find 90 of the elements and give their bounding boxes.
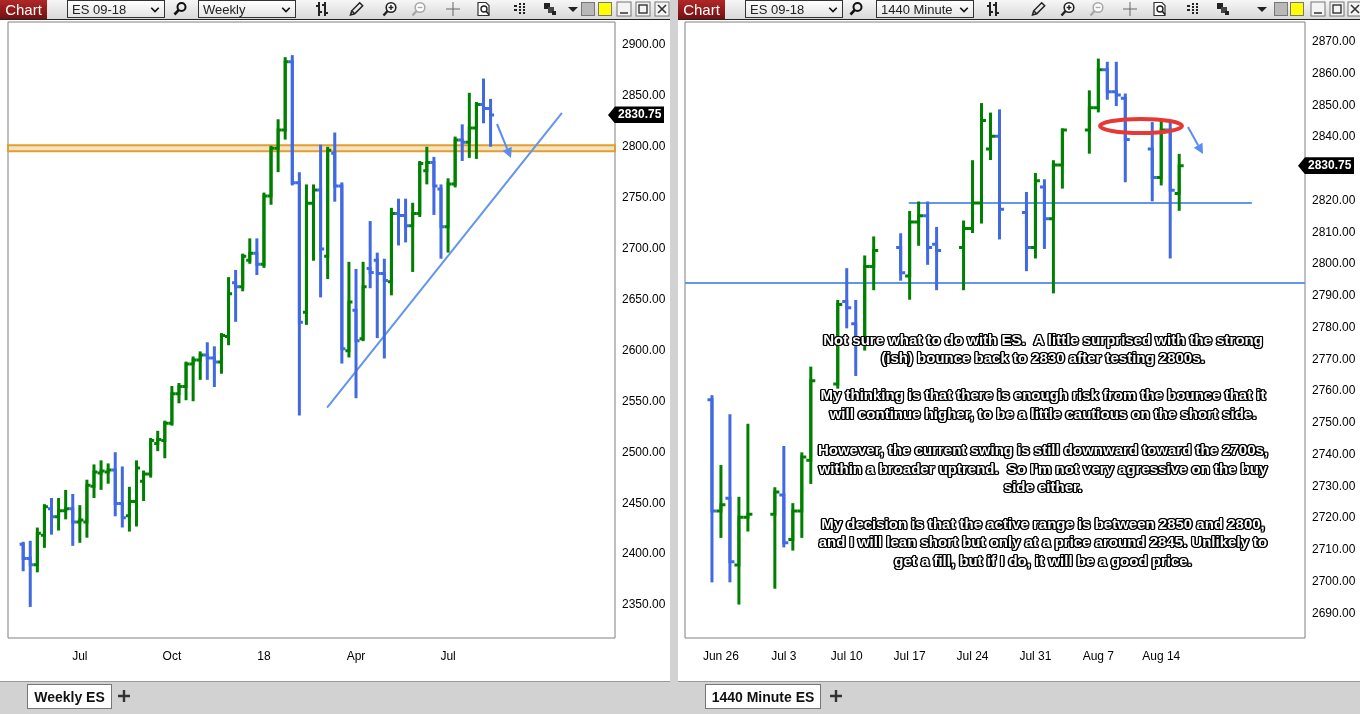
candlestick: [1164, 122, 1177, 259]
tab: 1440 Minute ES: [705, 684, 821, 709]
chart-subtitle: 1440 Minute: [881, 2, 953, 17]
y-tick-label: 2800.00: [1312, 256, 1356, 271]
candlestick: [1173, 152, 1186, 211]
y-tick-label: 2800.00: [622, 139, 666, 154]
candlestick: [768, 487, 781, 589]
chart-tab: Chart: [0, 0, 47, 19]
x-tick-label: Oct: [162, 649, 182, 663]
x-tick-label: Jul 31: [1019, 649, 1052, 663]
candlestick: [1029, 171, 1042, 259]
y-tick-label: 2790.00: [1312, 288, 1356, 303]
y-tick-label: 2870.00: [1312, 34, 1356, 49]
y-tick-label: 2720.00: [1312, 510, 1356, 525]
candlestick: [428, 155, 439, 215]
x-tick-label: Jul 10: [830, 649, 864, 663]
y-tick-label: 2450.00: [622, 495, 666, 510]
candlestick: [930, 225, 943, 292]
y-tick-label: 2650.00: [622, 291, 666, 306]
candlestick: [237, 253, 248, 292]
x-tick-label: Jun 26: [702, 649, 740, 663]
candlestick: [315, 144, 326, 298]
x-tick-label: Jul 3: [771, 649, 797, 663]
x-tick-label: 18: [257, 649, 271, 663]
y-tick-label: 2900.00: [622, 37, 666, 52]
candlestick: [1146, 122, 1159, 202]
candlestick: [714, 465, 727, 538]
tab: Weekly ES: [27, 684, 112, 709]
x-tick-label: Jul 24: [956, 649, 989, 663]
candlestick: [46, 498, 57, 535]
chart-subtitle: Weekly: [203, 2, 246, 17]
text: 2830.75: [608, 106, 665, 124]
x-tick-label: Jul: [440, 649, 456, 663]
x-tick-label: Jul: [72, 649, 88, 663]
candlestick: [322, 146, 333, 281]
x-tick-label: Aug 14: [1142, 649, 1181, 663]
candlestick: [67, 492, 78, 546]
y-tick-label: 2760.00: [1312, 383, 1356, 398]
candlestick: [365, 221, 376, 290]
candlestick: [723, 414, 736, 583]
y-tick-label: 2600.00: [622, 342, 666, 357]
candlestick: [350, 267, 362, 400]
y-tick-label: 2700.00: [1312, 573, 1356, 588]
y-tick-label: 2820.00: [1312, 192, 1356, 207]
y-tick-label: 2730.00: [1312, 478, 1356, 493]
dropdown: ES 09-18: [745, 0, 843, 18]
y-tick-label: 2550.00: [622, 393, 666, 408]
x-tick-label: Aug 7: [1082, 649, 1115, 663]
candlestick: [1038, 179, 1051, 249]
chart-tab: Chart: [678, 0, 725, 19]
y-tick-label: 2700.00: [622, 241, 666, 256]
dropdown: Weekly: [198, 0, 296, 18]
y-tick-label: 2850.00: [1312, 97, 1356, 112]
candlestick: [777, 445, 790, 548]
candlestick: [457, 124, 468, 161]
text: 2830.75: [1298, 157, 1355, 175]
dropdown: 1440 Minute: [876, 0, 974, 18]
candlestick: [421, 146, 432, 185]
y-tick-label: 2350.00: [622, 597, 666, 612]
y-tick-label: 2780.00: [1312, 319, 1356, 334]
candlestick: [244, 238, 255, 264]
candlestick: [921, 201, 934, 265]
candlestick: [343, 260, 354, 358]
y-tick-label: 2690.00: [1312, 605, 1356, 620]
x-tick-label: Jul 17: [893, 649, 926, 663]
y-tick-label: 2750.00: [622, 190, 666, 205]
y-tick-label: 2840.00: [1312, 129, 1356, 144]
y-tick-label: 2860.00: [1312, 65, 1356, 80]
y-tick-label: 2710.00: [1312, 542, 1356, 557]
candlestick: [993, 109, 1006, 240]
y-tick-label: 2400.00: [622, 546, 666, 561]
candlestick: [435, 184, 447, 259]
y-tick-label: 2770.00: [1312, 351, 1356, 366]
candlestick: [705, 395, 718, 583]
x-tick-label: Apr: [346, 649, 366, 663]
y-tick-label: 2500.00: [622, 444, 666, 459]
candlestick: [1020, 190, 1033, 273]
candlestick: [386, 206, 397, 296]
candlestick: [358, 260, 369, 343]
candlestick: [984, 112, 997, 162]
candlestick: [894, 233, 907, 281]
candlestick: [230, 268, 241, 322]
y-tick-label: 2740.00: [1312, 446, 1356, 461]
y-tick-label: 2810.00: [1312, 224, 1356, 239]
y-tick-label: 2750.00: [1312, 415, 1356, 430]
candlestick: [840, 268, 853, 329]
dropdown: ES 09-18: [67, 0, 165, 18]
candlestick: [804, 366, 817, 484]
candlestick: [251, 238, 262, 275]
y-tick-label: 2850.00: [622, 88, 666, 103]
